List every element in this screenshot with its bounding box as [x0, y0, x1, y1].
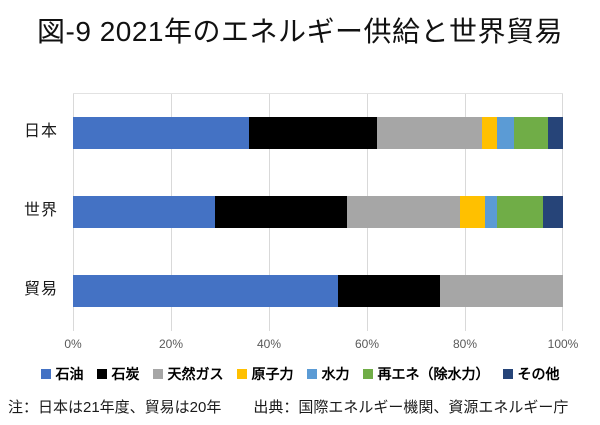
- legend-label: 再エネ（除水力）: [377, 366, 490, 382]
- chart-title: 図-9 2021年のエネルギー供給と世界貿易: [37, 16, 563, 47]
- bar-segment: [73, 275, 338, 307]
- plot-area: [73, 93, 563, 331]
- legend-label: 原子力: [251, 366, 294, 382]
- legend-item: 天然ガス: [152, 364, 224, 384]
- bar-segment: [460, 196, 485, 228]
- legend-item: 石油: [40, 364, 84, 384]
- legend-swatch: [236, 369, 247, 379]
- category-label: 貿易: [23, 281, 58, 298]
- bar-segment: [484, 196, 497, 228]
- bar-segment: [347, 196, 461, 228]
- legend-item: 再エネ（除水力）: [362, 364, 490, 384]
- legend-item: その他: [502, 364, 560, 384]
- x-tick-label: 100%: [547, 337, 579, 351]
- legend: 石油 石炭 天然ガス 原子力 水力 再エネ（除水力） その他: [0, 364, 600, 384]
- legend-item: 原子力: [236, 364, 294, 384]
- legend-swatch: [306, 369, 317, 379]
- legend-label: 天然ガス: [167, 366, 224, 382]
- legend-label: 水力: [321, 366, 350, 382]
- x-tick-label: 40%: [256, 337, 282, 351]
- category-label: 日本: [23, 123, 58, 140]
- bar-segment: [337, 275, 441, 307]
- bar-row: [73, 275, 563, 307]
- legend-swatch: [152, 369, 163, 379]
- legend-label: その他: [517, 366, 560, 382]
- note-text: 注：日本は21年度、貿易は20年: [8, 399, 222, 416]
- x-axis: 0% 20% 40% 60% 80% 100%: [64, 337, 578, 353]
- bar-segment: [548, 117, 563, 149]
- bar-segment: [249, 117, 377, 149]
- x-tick-label: 20%: [158, 337, 184, 351]
- x-tick-label: 80%: [452, 337, 478, 351]
- bar-segment: [496, 117, 514, 149]
- legend-label: 石炭: [111, 366, 140, 382]
- category-label: 世界: [23, 202, 58, 219]
- bar-segment: [440, 275, 563, 307]
- legend-swatch: [362, 369, 373, 379]
- legend-swatch: [40, 369, 51, 379]
- bar-segment: [543, 196, 563, 228]
- x-tick-label: 60%: [354, 337, 380, 351]
- legend-item: 石炭: [96, 364, 140, 384]
- legend-swatch: [502, 369, 513, 379]
- x-tick-label: 0%: [64, 337, 82, 351]
- legend-swatch: [96, 369, 107, 379]
- footnote-row: 注：日本は21年度、貿易は20年 出典：国際エネルギー機関、資源エネルギー庁: [8, 396, 592, 417]
- bar-segment: [215, 196, 348, 228]
- bar-segment: [496, 196, 544, 228]
- bar-segment: [482, 117, 497, 149]
- category-axis: 日本 世界 貿易: [0, 93, 58, 330]
- source-text: 出典：国際エネルギー機関、資源エネルギー庁: [253, 399, 569, 416]
- bar-row: [73, 117, 563, 149]
- bar-segment: [73, 117, 250, 149]
- legend-label: 石油: [55, 366, 84, 382]
- bar-segment: [73, 196, 216, 228]
- bar-segment: [513, 117, 549, 149]
- legend-item: 水力: [306, 364, 350, 384]
- bar-row: [73, 196, 563, 228]
- bar-segment: [376, 117, 483, 149]
